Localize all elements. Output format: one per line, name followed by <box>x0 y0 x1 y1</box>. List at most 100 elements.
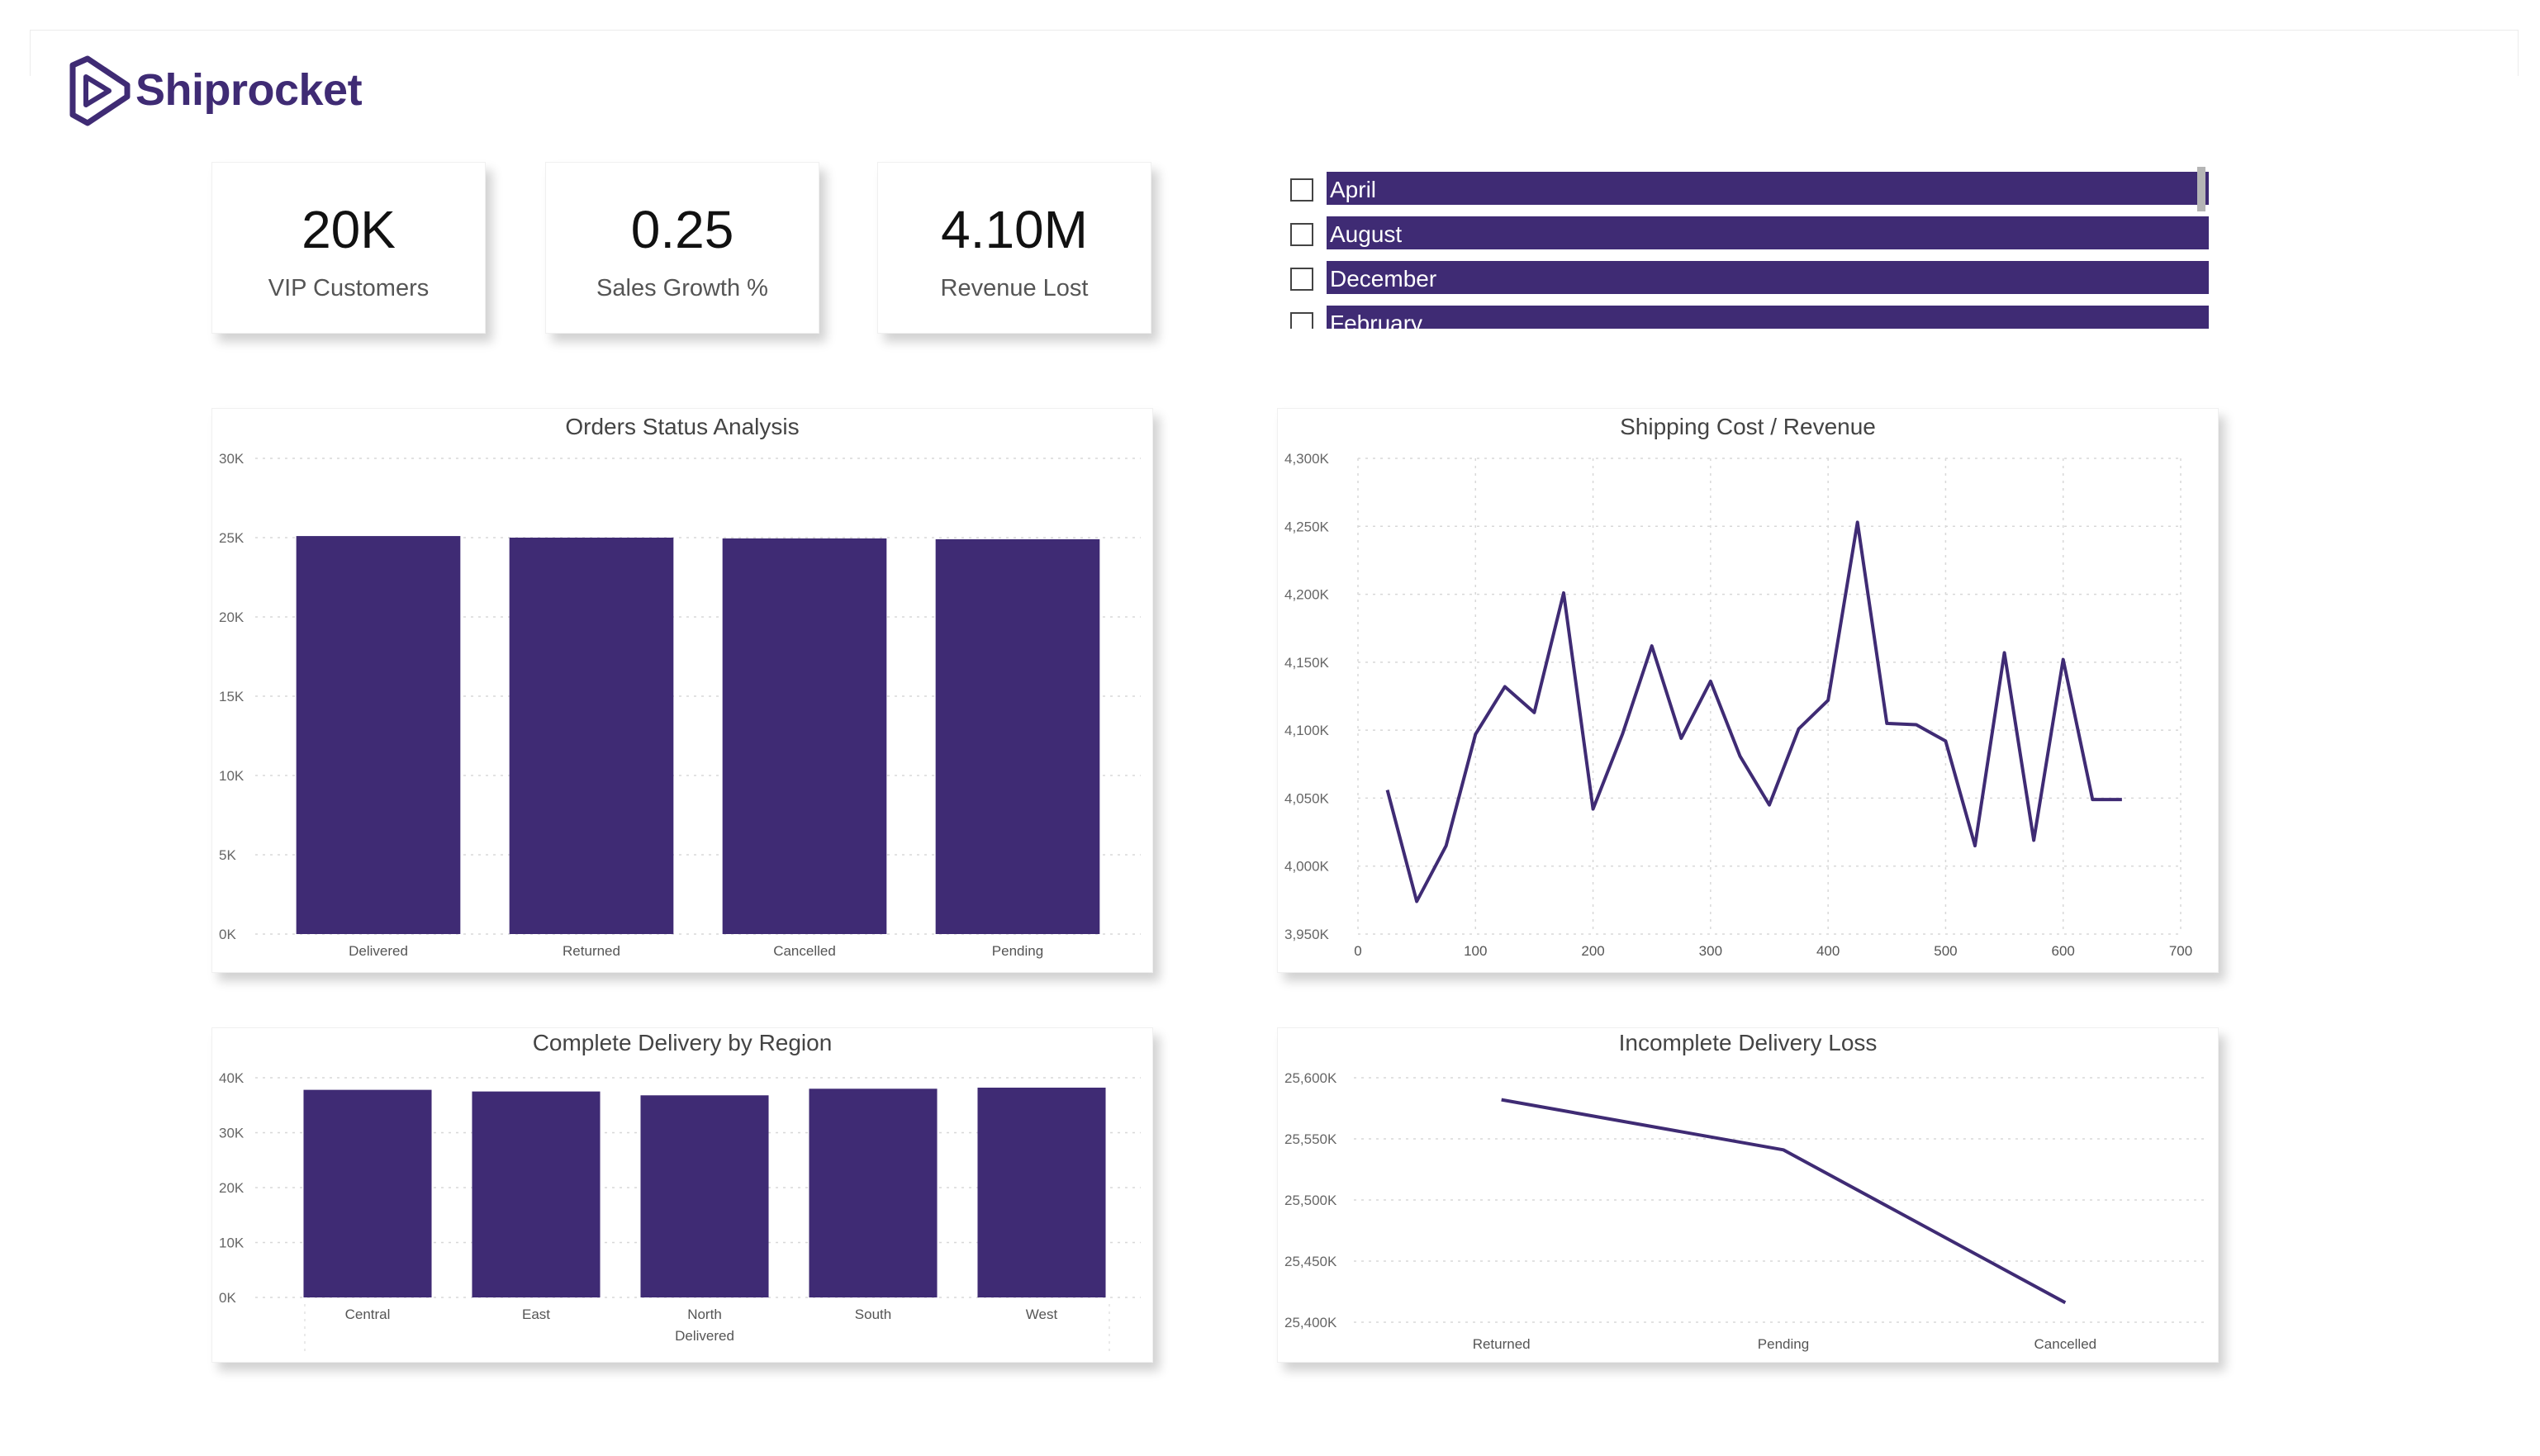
y-tick-label: 25,400K <box>1284 1315 1337 1330</box>
page-frame-right <box>2518 30 2519 76</box>
kpi-card-sales-growth: 0.25 Sales Growth % <box>545 162 819 334</box>
bar <box>935 538 1100 934</box>
y-tick-label: 25,550K <box>1284 1131 1337 1147</box>
y-tick-label: 4,050K <box>1284 790 1330 806</box>
x-tick-label: 0 <box>1354 943 1361 959</box>
slicer-scrollbar[interactable] <box>2197 167 2205 211</box>
y-tick-label: 25,500K <box>1284 1193 1337 1208</box>
slicer-item-august[interactable]: August <box>1289 216 2214 249</box>
slicer-item-label: February <box>1330 311 1423 329</box>
x-tick-label: 300 <box>1699 943 1722 959</box>
y-tick-label: 4,150K <box>1284 655 1330 671</box>
y-tick-label: 10K <box>219 1235 245 1251</box>
kpi-label: VIP Customers <box>268 275 430 301</box>
slicer-item-label: April <box>1330 177 1377 202</box>
bar <box>472 1091 601 1297</box>
x-tick-label: 200 <box>1581 943 1604 959</box>
y-tick-label: 40K <box>219 1070 245 1086</box>
kpi-card-vip-customers: 20K VIP Customers <box>211 162 486 334</box>
chart-title: Complete Delivery by Region <box>532 1030 833 1055</box>
incomplete-delivery-loss-card: Incomplete Delivery Loss 25,400K 25,450K 2… <box>1277 1027 2219 1363</box>
y-tick-label: 4,100K <box>1284 723 1330 738</box>
slicer-item-december[interactable]: December <box>1289 261 2214 294</box>
y-tick-label: 4,200K <box>1284 587 1330 603</box>
x-tick-label: Pending <box>1758 1336 1809 1352</box>
x-tick-label: 600 <box>2052 943 2075 959</box>
slicer-item-bar <box>1327 216 2209 249</box>
slicer-item-label: December <box>1330 266 1437 292</box>
x-tick-label: Delivered <box>349 943 408 959</box>
x-tick-label: Central <box>345 1307 391 1322</box>
kpi-value: 4.10M <box>941 200 1088 259</box>
kpi-card-revenue-lost: 4.10M Revenue Lost <box>877 162 1151 334</box>
y-tick-label: 10K <box>219 768 245 784</box>
x-tick-label: 500 <box>1934 943 1957 959</box>
x-tick-label: 400 <box>1816 943 1840 959</box>
shiprocket-logo-icon <box>69 55 131 126</box>
bar <box>509 538 674 934</box>
slicer-checkbox[interactable] <box>1290 178 1313 202</box>
orders-status-card: Orders Status Analysis 0K 5K 10K 15K 20K 25K 3… <box>211 408 1153 973</box>
complete-delivery-region-chart: 0K 10K 20K 30K 40K Central East North South West D… <box>219 1070 1141 1352</box>
y-tick-label: 4,000K <box>1284 859 1330 875</box>
chart-title: Shipping Cost / Revenue <box>1620 414 1876 439</box>
y-tick-label: 0K <box>219 1290 236 1306</box>
shipping-cost-revenue-card: Shipping Cost / Revenue 3,950K 4,000K 4,05… <box>1277 408 2219 973</box>
y-tick-label: 30K <box>219 451 245 467</box>
slicer-item-label: August <box>1330 221 1403 247</box>
x-tick-label: Returned <box>563 943 620 959</box>
bar <box>640 1095 769 1297</box>
x-tick-label: Returned <box>1473 1336 1531 1352</box>
x-axis-title: Delivered <box>675 1328 734 1344</box>
shipping-cost-revenue-chart: 3,950K 4,000K 4,050K 4,100K 4,150K 4,200K 4,25… <box>1284 451 2192 959</box>
y-tick-label: 25,600K <box>1284 1070 1337 1086</box>
y-tick-label: 15K <box>219 689 245 704</box>
brand-name: Shiprocket <box>135 65 363 115</box>
slicer-item-bar <box>1327 172 2209 205</box>
incomplete-delivery-loss-chart: 25,400K 25,450K 25,500K 25,550K 25,600K Retur… <box>1284 1070 2206 1352</box>
x-tick-label: West <box>1026 1307 1058 1322</box>
slicer-item-bar <box>1327 261 2209 294</box>
series-line <box>1501 1098 2067 1305</box>
month-slicer[interactable]: April August December February <box>1289 164 2214 329</box>
slicer-item-february[interactable]: February <box>1289 306 2214 329</box>
complete-delivery-region-card: Complete Delivery by Region 0K 10K 20K 30K 4… <box>211 1027 1153 1363</box>
bar <box>977 1087 1106 1297</box>
slicer-checkbox[interactable] <box>1290 312 1313 329</box>
y-tick-label: 25,450K <box>1284 1254 1337 1269</box>
x-tick-label: 100 <box>1464 943 1487 959</box>
chart-title: Incomplete Delivery Loss <box>1618 1030 1878 1055</box>
chart-title: Orders Status Analysis <box>565 414 800 439</box>
y-tick-label: 3,950K <box>1284 927 1330 942</box>
y-tick-label: 20K <box>219 1180 245 1196</box>
slicer-checkbox[interactable] <box>1290 268 1313 291</box>
kpi-value: 0.25 <box>630 200 734 259</box>
bar <box>303 1089 432 1297</box>
x-tick-label: South <box>855 1307 891 1322</box>
y-tick-label: 30K <box>219 1126 245 1141</box>
bar <box>296 536 461 934</box>
series-line <box>1385 520 2122 903</box>
x-tick-label: 700 <box>2169 943 2192 959</box>
y-tick-label: 25K <box>219 530 245 546</box>
page-frame-top <box>30 30 2518 31</box>
slicer-item-bar <box>1327 306 2209 329</box>
kpi-label: Sales Growth % <box>596 275 768 301</box>
x-tick-label: East <box>522 1307 550 1322</box>
slicer-item-april[interactable]: April <box>1289 172 2214 205</box>
x-tick-label: Pending <box>992 943 1043 959</box>
y-tick-label: 5K <box>219 847 236 863</box>
bar <box>722 538 887 934</box>
page-frame-left <box>30 30 31 76</box>
x-tick-label: North <box>687 1307 722 1322</box>
y-tick-label: 4,300K <box>1284 451 1330 467</box>
y-tick-label: 0K <box>219 927 236 942</box>
bar <box>809 1088 938 1297</box>
kpi-value: 20K <box>301 200 396 259</box>
y-tick-label: 4,250K <box>1284 519 1330 534</box>
x-tick-label: Cancelled <box>2034 1336 2097 1352</box>
brand-logo: Shiprocket <box>66 53 363 127</box>
x-tick-label: Cancelled <box>773 943 836 959</box>
slicer-checkbox[interactable] <box>1290 223 1313 246</box>
kpi-label: Revenue Lost <box>940 275 1089 301</box>
